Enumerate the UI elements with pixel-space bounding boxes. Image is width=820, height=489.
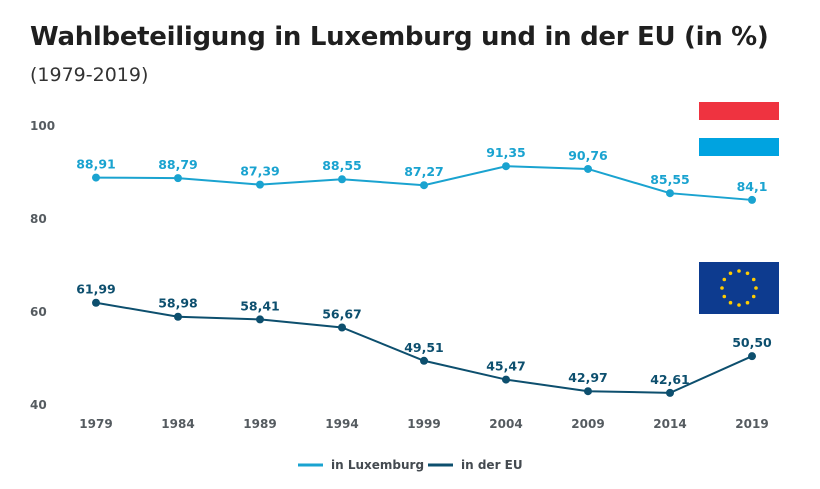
eu-flag-icon: [699, 262, 779, 314]
data-label: 90,76: [568, 148, 608, 163]
chart-title: Wahlbeteiligung in Luxemburg und in der …: [30, 22, 769, 52]
legend-label-luxembourg: in Luxemburg: [331, 458, 424, 472]
y-tick-label: 100: [30, 119, 55, 133]
series-luxembourg: 88,91 88,79 87,39 88,55 87,27 91,35 90,76 85,55…: [76, 145, 767, 204]
data-point: [174, 174, 182, 183]
eu-star: [737, 303, 741, 307]
data-point: [666, 388, 674, 397]
eu-star: [754, 286, 758, 290]
data-label: 50,50: [732, 335, 772, 350]
eu-star: [728, 271, 733, 276]
x-tick-label: 2009: [571, 417, 604, 431]
chart-subtitle: (1979-2019): [30, 64, 149, 86]
data-point: [584, 387, 592, 396]
data-label: 42,97: [568, 370, 608, 385]
data-point: [420, 181, 428, 190]
data-label: 84,1: [737, 179, 768, 194]
data-label: 49,51: [404, 340, 444, 355]
data-point: [748, 195, 756, 204]
data-label: 42,61: [650, 372, 690, 387]
series-eu: 61,99 58,98 58,41 56,67 49,51 45,47 42,97 42,61…: [76, 282, 772, 397]
data-point: [338, 175, 346, 184]
y-axis-ticks: 100 80 60 40: [30, 119, 55, 412]
eu-star: [722, 277, 727, 282]
x-axis-ticks: 1979 1984 1989 1994 1999 2004 2009 2014 2019: [79, 417, 768, 431]
data-label: 85,55: [650, 172, 690, 187]
data-point: [174, 312, 182, 321]
eu-star: [728, 300, 733, 305]
data-point: [584, 164, 592, 173]
data-point: [92, 298, 100, 307]
x-tick-label: 1999: [407, 417, 440, 431]
data-label: 56,67: [322, 306, 362, 321]
x-tick-label: 1979: [79, 417, 112, 431]
eu-star: [722, 294, 727, 299]
data-label: 88,79: [158, 157, 198, 172]
data-label: 87,39: [240, 164, 280, 179]
x-tick-label: 1984: [161, 417, 194, 431]
eu-star: [751, 294, 756, 299]
data-label: 88,91: [76, 157, 116, 172]
data-point: [748, 352, 756, 361]
data-point: [338, 323, 346, 332]
x-tick-label: 2019: [735, 417, 768, 431]
x-tick-label: 2014: [653, 417, 686, 431]
data-point: [420, 356, 428, 365]
series-layer: 88,91 88,79 87,39 88,55 87,27 91,35 90,76 85,55…: [76, 145, 772, 397]
x-tick-label: 1994: [325, 417, 358, 431]
data-label: 87,27: [404, 164, 444, 179]
data-label: 58,98: [158, 296, 198, 311]
legend-label-eu: in der EU: [461, 458, 523, 472]
data-point: [256, 315, 264, 324]
luxembourg-flag-icon: [699, 102, 779, 156]
x-tick-label: 1989: [243, 417, 276, 431]
data-label: 91,35: [486, 145, 526, 160]
eu-star: [737, 269, 741, 273]
data-point: [666, 189, 674, 198]
y-tick-label: 60: [30, 305, 47, 319]
data-point: [502, 375, 510, 384]
data-label: 45,47: [486, 359, 526, 374]
eu-star: [745, 300, 750, 305]
data-label: 88,55: [322, 158, 362, 173]
data-label: 58,41: [240, 298, 280, 313]
data-point: [502, 162, 510, 171]
data-point: [92, 173, 100, 182]
y-tick-label: 40: [30, 398, 47, 412]
eu-star: [745, 271, 750, 276]
eu-star: [751, 277, 756, 282]
data-label: 61,99: [76, 282, 116, 297]
y-tick-label: 80: [30, 212, 47, 226]
x-tick-label: 2004: [489, 417, 522, 431]
legend: in Luxemburg in der EU: [298, 458, 523, 472]
eu-star: [720, 286, 724, 290]
data-point: [256, 180, 264, 189]
